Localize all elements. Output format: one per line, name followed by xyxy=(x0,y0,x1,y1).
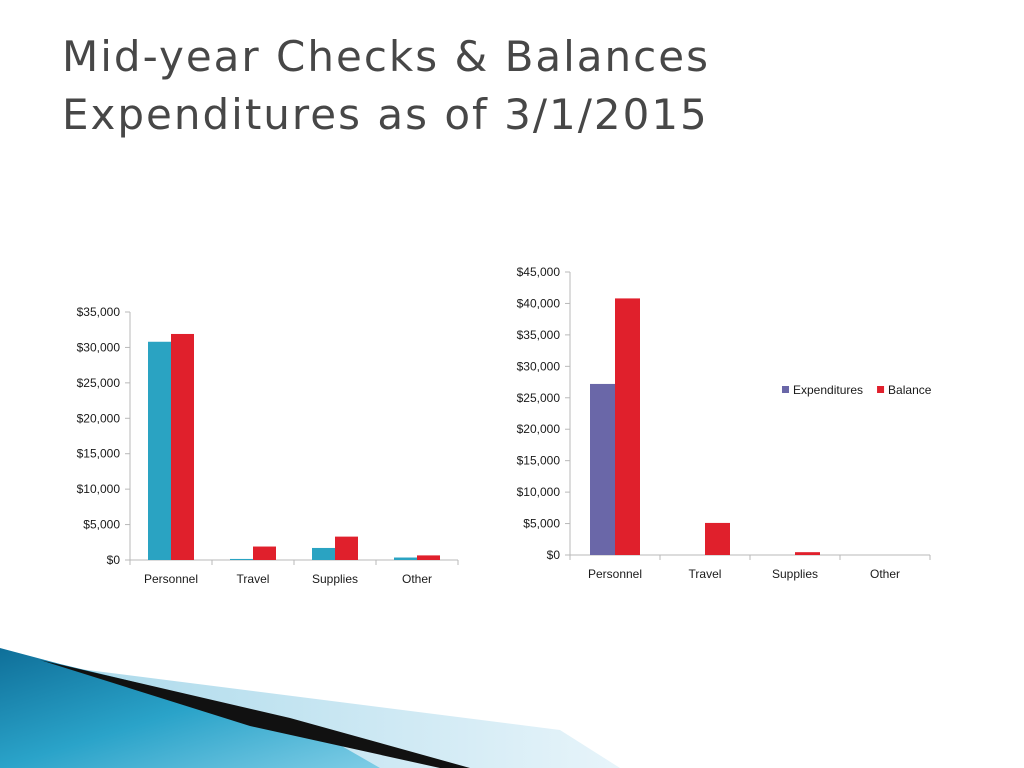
y-tick-label: $20,000 xyxy=(517,422,561,436)
bar-travel-series-2 xyxy=(705,522,730,555)
y-tick-label: $0 xyxy=(107,553,121,567)
swoosh-black-stripe xyxy=(40,660,470,768)
x-category-label: Supplies xyxy=(772,567,818,581)
y-tick-label: $5,000 xyxy=(83,518,120,532)
bar-personnel-series-2 xyxy=(171,333,194,560)
y-tick-label: $20,000 xyxy=(77,411,121,425)
x-category-label: Other xyxy=(402,572,432,586)
title-line-1: Mid-year Checks & Balances xyxy=(62,32,710,81)
bar-other-series-1 xyxy=(394,557,417,560)
x-category-label: Supplies xyxy=(312,572,358,586)
x-category-label: Other xyxy=(870,567,900,581)
y-tick-label: $10,000 xyxy=(77,482,121,496)
y-tick-label: $40,000 xyxy=(517,296,561,310)
y-tick-label: $10,000 xyxy=(517,485,561,499)
legend-swatch xyxy=(782,386,789,393)
y-tick-label: $5,000 xyxy=(523,517,560,531)
y-tick-label: $15,000 xyxy=(517,454,561,468)
swoosh-pale-band xyxy=(40,664,620,768)
y-tick-label: $35,000 xyxy=(517,328,561,342)
y-tick-label: $15,000 xyxy=(77,447,121,461)
bar-travel-series-1 xyxy=(230,558,253,560)
bar-personnel-series-1 xyxy=(148,341,171,560)
slide-title: Mid-year Checks & Balances Expenditures … xyxy=(62,28,710,144)
swoosh-blue-band xyxy=(0,648,380,768)
bar-personnel-series-2 xyxy=(615,298,640,555)
y-tick-label: $35,000 xyxy=(77,305,121,319)
x-category-label: Travel xyxy=(689,567,722,581)
y-tick-label: $25,000 xyxy=(517,391,561,405)
bar-other-series-2 xyxy=(417,555,440,560)
legend-label: Balance xyxy=(888,383,932,397)
y-tick-label: $25,000 xyxy=(77,376,121,390)
y-tick-label: $45,000 xyxy=(517,265,561,279)
legend-label: Expenditures xyxy=(793,383,863,397)
bar-supplies-series-1 xyxy=(312,547,335,560)
x-category-label: Personnel xyxy=(588,567,642,581)
y-tick-label: $0 xyxy=(547,548,561,562)
bar-supplies-series-2 xyxy=(335,536,358,560)
x-category-label: Personnel xyxy=(144,572,198,586)
x-category-label: Travel xyxy=(237,572,270,586)
y-tick-label: $30,000 xyxy=(517,359,561,373)
y-tick-label: $30,000 xyxy=(77,340,121,354)
title-line-2: Expenditures as of 3/1/2015 xyxy=(62,90,709,139)
bar-personnel-series-1 xyxy=(590,383,615,555)
legend-swatch xyxy=(877,386,885,393)
bar-supplies-series-2 xyxy=(795,552,820,555)
bar-travel-series-2 xyxy=(253,546,276,560)
